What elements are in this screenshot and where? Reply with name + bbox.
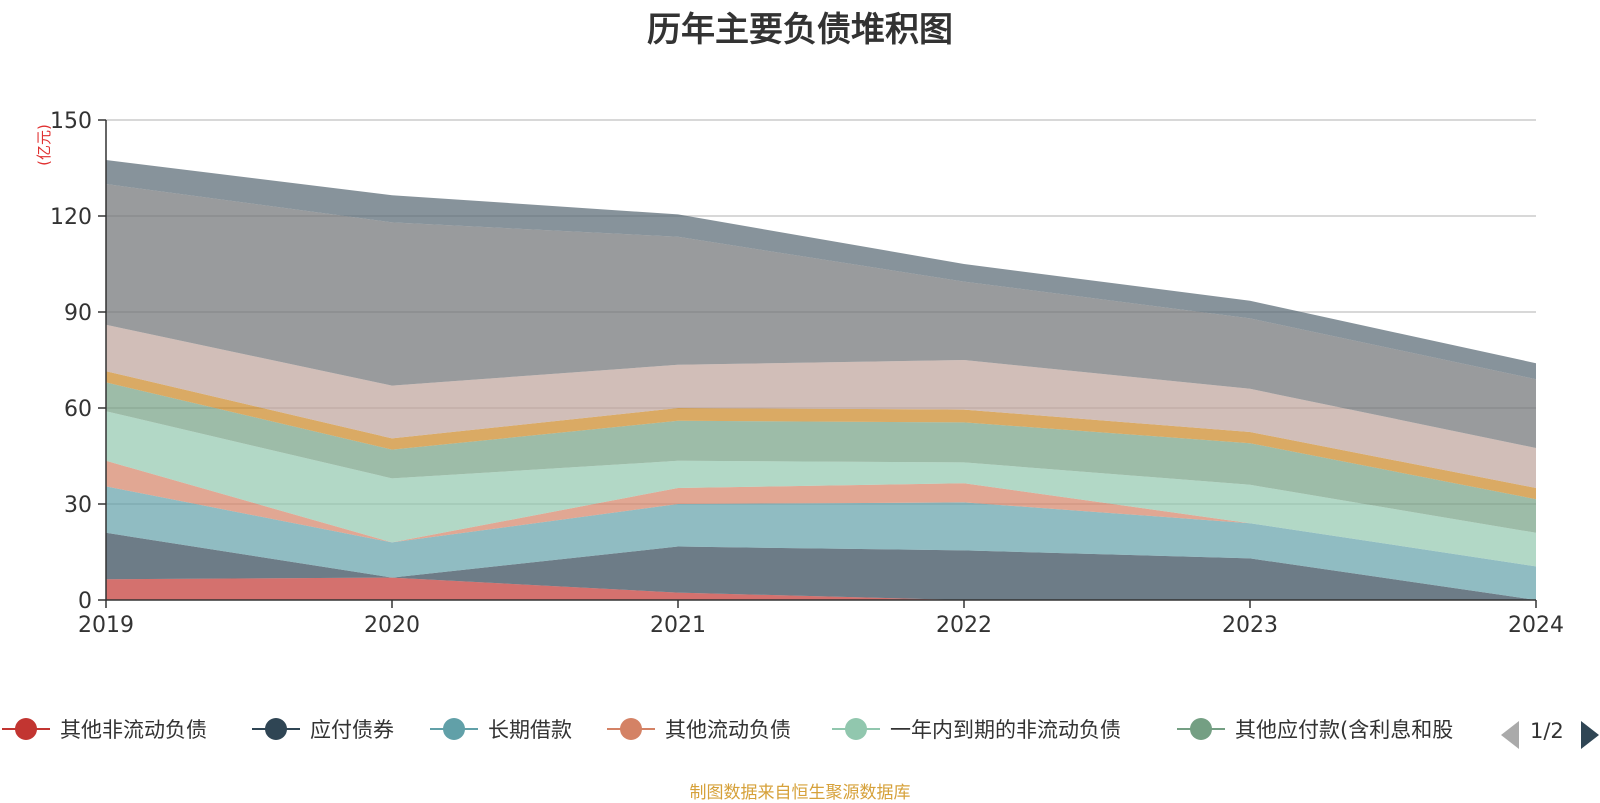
legend-label: 长期借款 bbox=[488, 718, 572, 742]
legend-next-page-arrow-icon[interactable] bbox=[1581, 721, 1599, 749]
legend-marker-icon bbox=[2, 718, 50, 740]
y-tick-label: 60 bbox=[64, 397, 92, 422]
legend-page-indicator: 1/2 bbox=[1530, 719, 1564, 743]
x-tick-label: 2019 bbox=[78, 613, 134, 638]
area-series-4[interactable] bbox=[106, 411, 1536, 567]
axes: 0 30 60 90 120 150 2019 2020 2021 2022 2023 2024 bbox=[50, 109, 1564, 638]
area-series-8[interactable] bbox=[106, 184, 1536, 448]
y-tick-label: 120 bbox=[50, 205, 92, 230]
legend-label: 其他应付款(含利息和股 bbox=[1235, 718, 1454, 742]
x-tick-label: 2024 bbox=[1508, 613, 1564, 638]
legend-marker-icon bbox=[430, 718, 478, 740]
area-series-7[interactable] bbox=[106, 324, 1536, 488]
area-series-2[interactable] bbox=[106, 486, 1536, 600]
legend-item[interactable]: 其他应付款(含利息和股 bbox=[1175, 712, 1453, 746]
legend-item[interactable]: 其他非流动负债 bbox=[0, 712, 207, 746]
area-series-5[interactable] bbox=[106, 382, 1536, 533]
legend-label: 其他非流动负债 bbox=[60, 718, 207, 742]
chart-title: 历年主要负债堆积图 bbox=[647, 10, 953, 50]
y-tick-label: 0 bbox=[78, 589, 92, 614]
x-tick-label: 2020 bbox=[364, 613, 420, 638]
y-tick-label: 90 bbox=[64, 301, 92, 326]
area-series-9[interactable] bbox=[106, 160, 1536, 380]
area-series-0[interactable] bbox=[106, 577, 1536, 600]
legend-marker-icon bbox=[1177, 718, 1225, 740]
y-axis-unit-label: (亿元) bbox=[35, 124, 53, 166]
legend: 其他非流动负债 应付债券 长期借款 其他流动负债 一年内到期的非流动负债 其他应付款(含利… bbox=[0, 712, 1600, 746]
legend-label: 应付债券 bbox=[310, 718, 394, 742]
legend-marker-icon bbox=[252, 718, 300, 740]
legend-label: 一年内到期的非流动负债 bbox=[890, 718, 1121, 742]
x-tick-label: 2022 bbox=[936, 613, 992, 638]
data-source-note: 制图数据来自恒生聚源数据库 bbox=[689, 783, 911, 803]
legend-item[interactable]: 应付债券 bbox=[250, 712, 394, 746]
area-series-6[interactable] bbox=[106, 371, 1536, 500]
y-tick-label: 150 bbox=[50, 109, 92, 134]
area-series bbox=[106, 160, 1536, 600]
legend-prev-page-arrow-icon[interactable] bbox=[1501, 721, 1519, 749]
legend-item[interactable]: 长期借款 bbox=[428, 712, 572, 746]
legend-marker-icon bbox=[607, 718, 655, 740]
legend-label: 其他流动负债 bbox=[665, 718, 791, 742]
legend-item[interactable]: 其他流动负债 bbox=[605, 712, 791, 746]
legend-marker-icon bbox=[832, 718, 880, 740]
y-tick-label: 30 bbox=[64, 493, 92, 518]
area-series-1[interactable] bbox=[106, 532, 1536, 600]
legend-item[interactable]: 一年内到期的非流动负债 bbox=[830, 712, 1121, 746]
x-tick-label: 2021 bbox=[650, 613, 706, 638]
x-tick-label: 2023 bbox=[1222, 613, 1278, 638]
